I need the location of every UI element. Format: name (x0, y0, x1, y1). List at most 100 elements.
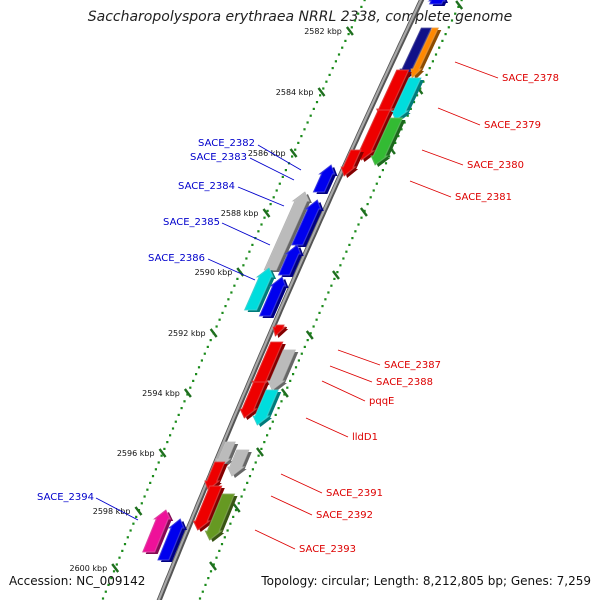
track-dot (212, 563, 215, 566)
kbp-tick-label: 2582 kbp (304, 27, 342, 36)
track-dot (422, 80, 425, 83)
track-dot (292, 373, 295, 376)
gene-label-sace-2382[interactable]: SACE_2382 (198, 138, 255, 149)
track-dot (189, 386, 192, 389)
gene-highlight (226, 449, 250, 477)
gene-label-sace-2381[interactable]: SACE_2381 (455, 192, 512, 203)
kbp-tick-label: 2592 kbp (168, 329, 206, 338)
gene-sace-2386-cyan[interactable] (243, 267, 277, 312)
track-dot (341, 46, 344, 49)
track-dot (357, 12, 360, 15)
gene-highlight (272, 324, 287, 338)
gene-sace-2386[interactable] (258, 276, 289, 318)
gene-sace-2378-partial[interactable] (427, 0, 448, 6)
track-dot (160, 454, 163, 457)
gene-label-sace-2385[interactable]: SACE_2385 (163, 217, 220, 228)
gene-highlight (277, 244, 302, 276)
track-dot (163, 447, 166, 450)
track-dot (289, 379, 292, 382)
track-dot (186, 393, 189, 396)
gene-label-pqqe[interactable]: pqqE (369, 396, 394, 407)
gene-highlight (204, 461, 226, 492)
gene-sace-2383[interactable] (263, 191, 312, 272)
gene-body (428, 0, 446, 5)
track-dot (254, 461, 257, 464)
kbp-tick-label: 2600 kbp (69, 564, 107, 573)
track-dot (297, 359, 300, 362)
gene-label-sace-2391[interactable]: SACE_2391 (326, 488, 383, 499)
gene-label-sace-2392[interactable]: SACE_2392 (316, 510, 373, 521)
gene-sace-2378[interactable] (410, 27, 442, 80)
track-dot (204, 583, 207, 586)
track-dot (388, 155, 391, 158)
gene-shadow (414, 30, 442, 80)
track-dot (309, 114, 312, 117)
track-dot (348, 243, 351, 246)
gene-body (259, 276, 287, 317)
gene-sace-2382[interactable] (312, 164, 338, 194)
gene-label-sace-2380[interactable]: SACE_2380 (467, 160, 524, 171)
track-dot (195, 373, 198, 376)
track-dot (275, 189, 278, 192)
gene-label-sace-2384[interactable]: SACE_2384 (178, 181, 235, 192)
track-dot (143, 495, 146, 498)
gene-label-sace-2383[interactable]: SACE_2383 (190, 152, 247, 163)
gene-label-sace-2393[interactable]: SACE_2393 (299, 544, 356, 555)
gene-highlight (267, 349, 297, 391)
track-dot (321, 305, 324, 308)
gene-sace-2392b[interactable] (192, 485, 225, 532)
leader-line (305, 417, 349, 438)
track-dot (291, 155, 294, 158)
track-dot (286, 386, 289, 389)
track-dot (350, 26, 353, 29)
gene-highlight (427, 0, 446, 5)
gene-label-sace-2388[interactable]: SACE_2388 (376, 377, 433, 388)
gene-label-sace-2378[interactable]: SACE_2378 (502, 73, 559, 84)
gene-sace-2394[interactable] (141, 509, 174, 554)
track-dot (328, 73, 331, 76)
gene-sace-2387[interactable] (272, 324, 289, 338)
gene-label-sace-2386[interactable]: SACE_2386 (148, 253, 205, 264)
leader-line (95, 497, 139, 521)
track-dot (425, 73, 428, 76)
track-dot (215, 325, 218, 328)
track-dot (419, 87, 422, 90)
track-dot (353, 19, 357, 22)
track-dot (342, 257, 345, 260)
gene-pqqe[interactable] (239, 381, 269, 420)
gene-highlight (258, 276, 287, 317)
track-dot (409, 107, 412, 110)
leader-line (249, 157, 295, 181)
gene-label-lldd1[interactable]: lldD1 (352, 432, 378, 443)
reverse-tick-mark (359, 207, 368, 217)
track-dot (330, 284, 333, 287)
gene-highlight (243, 267, 275, 311)
track-dot (428, 67, 431, 70)
track-dot (400, 128, 403, 131)
gene-sace-2388[interactable] (267, 349, 299, 392)
track-dot (209, 339, 212, 342)
gene-sace-2384[interactable] (290, 199, 324, 247)
gene-lldd1[interactable] (252, 389, 282, 427)
gene-label-sace-2394[interactable]: SACE_2394 (37, 492, 94, 503)
gene-sace-2394b[interactable] (157, 518, 187, 562)
kbp-tick-mark (262, 208, 271, 218)
gene-sace-2380[interactable] (370, 117, 406, 167)
leader-line (280, 473, 323, 494)
track-dot (257, 454, 260, 457)
gene-highlight (204, 493, 236, 541)
gene-sace-2379[interactable] (390, 77, 424, 122)
gene-sace-2385[interactable] (277, 244, 304, 277)
gene-sace-2392[interactable] (204, 461, 228, 492)
gene-sace-2381[interactable] (340, 149, 364, 178)
gene-label-sace-2387[interactable]: SACE_2387 (384, 360, 441, 371)
gene-sace-2393[interactable] (204, 493, 238, 542)
gene-body (239, 381, 267, 419)
gene-label-sace-2379[interactable]: SACE_2379 (484, 120, 541, 131)
gene-sace-2391[interactable] (226, 449, 252, 478)
track-dot (169, 434, 172, 437)
gene-sace-2379-red[interactable] (375, 69, 412, 120)
track-dot (224, 305, 227, 308)
track-dot (351, 237, 354, 240)
track-dot (457, 5, 460, 8)
